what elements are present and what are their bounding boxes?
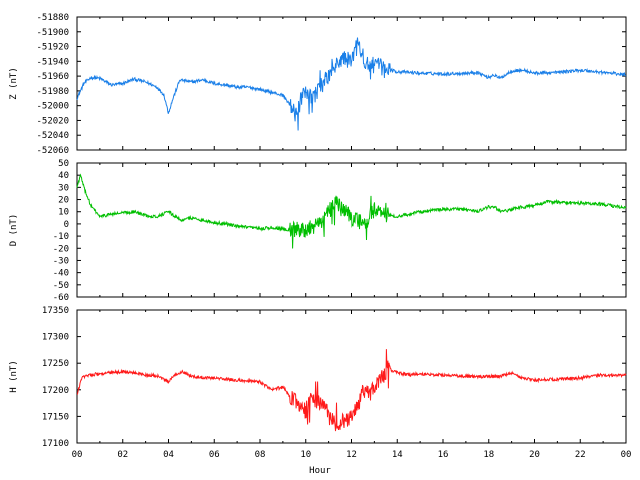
y-tick-label: 50 xyxy=(58,159,69,169)
x-tick-label: 20 xyxy=(529,450,540,460)
d-component-panel: 50 40 30 20 10 0 -10 -20 -30 -40 -50 -60 D (nT) xyxy=(9,159,627,303)
x-tick-label: 16 xyxy=(438,450,449,460)
x-tick-label: 04 xyxy=(163,450,174,460)
y-tick-label: -40 xyxy=(53,269,69,279)
x-tick-label: 22 xyxy=(575,450,586,460)
z-component-panel: -51880 -51900 -51920 -51940 -51960 -51980 -520… xyxy=(9,13,627,156)
y-tick-label: -51940 xyxy=(36,57,69,67)
series-line xyxy=(76,349,627,432)
y-tick-label: 17200 xyxy=(42,386,69,396)
y-tick-label: -51980 xyxy=(36,87,69,97)
y-tick-label: 17100 xyxy=(42,439,69,449)
y-tick-label: -30 xyxy=(53,256,69,266)
y-tick-label: -50 xyxy=(53,281,69,291)
series-line xyxy=(76,37,627,131)
series-line xyxy=(76,173,627,249)
y-tick-label: 17350 xyxy=(42,306,69,316)
y-tick-label: 40 xyxy=(58,171,69,181)
y-tick-label: -60 xyxy=(53,293,69,303)
y-tick-label: -10 xyxy=(53,232,69,242)
y-axis-label: H (nT) xyxy=(9,360,19,393)
y-axis-label: Z (nT) xyxy=(9,67,19,100)
x-axis-label: Hour xyxy=(309,466,331,476)
y-tick-label: -52040 xyxy=(36,131,69,141)
y-tick-label: -51960 xyxy=(36,72,69,82)
y-tick-label: 17300 xyxy=(42,333,69,343)
y-tick-label: -52060 xyxy=(36,146,69,156)
x-tick-label: 14 xyxy=(392,450,403,460)
y-tick-label: 17250 xyxy=(42,359,69,369)
x-tick-label: 12 xyxy=(346,450,357,460)
y-tick-label: 10 xyxy=(58,208,69,218)
x-tick-label: 08 xyxy=(255,450,266,460)
y-tick-label: -20 xyxy=(53,244,69,254)
y-tick-label: -52000 xyxy=(36,102,69,112)
x-tick-label: 18 xyxy=(483,450,494,460)
y-tick-label: -51880 xyxy=(36,13,69,23)
y-tick-label: 30 xyxy=(58,183,69,193)
x-tick-label: 00 xyxy=(621,450,632,460)
x-tick-label: 02 xyxy=(117,450,128,460)
plot-frame xyxy=(76,162,627,298)
y-tick-label: -52020 xyxy=(36,116,69,126)
y-tick-label: 20 xyxy=(58,196,69,206)
x-tick-label: 06 xyxy=(209,450,220,460)
y-tick-label: -51900 xyxy=(36,28,69,38)
y-tick-label: 0 xyxy=(64,220,69,230)
y-tick-label: -51920 xyxy=(36,43,69,53)
x-tick-label: 10 xyxy=(300,450,311,460)
x-tick-label: 00 xyxy=(72,450,83,460)
y-axis-label: D (nT) xyxy=(9,214,19,247)
y-tick-label: 17150 xyxy=(42,412,69,422)
plot-frame xyxy=(76,16,627,151)
plot-frame xyxy=(76,309,627,444)
